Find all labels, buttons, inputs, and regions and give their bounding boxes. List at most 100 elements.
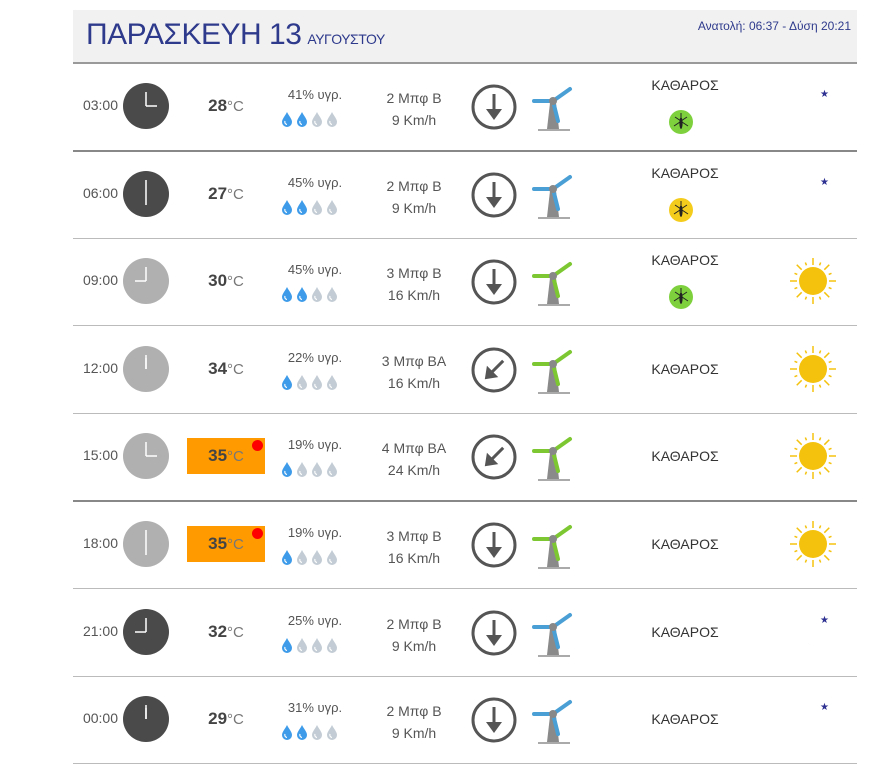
time-label: 18:00 bbox=[82, 535, 118, 551]
wind-beaufort: 3 Μπφ Β bbox=[386, 528, 442, 544]
wind-beaufort: 3 Μπφ Β bbox=[386, 265, 442, 282]
wind-turbine-icon bbox=[530, 256, 576, 313]
humidity-label: 41% υγρ. bbox=[287, 87, 343, 102]
forecast-row: 18:00 35°C 19% υγρ. 3 Μπφ Β 16 Km/h ΚΑΘΑΡΟΣ bbox=[73, 501, 857, 589]
drop-icon bbox=[281, 287, 293, 307]
drop-icon bbox=[326, 112, 338, 132]
clock-icon bbox=[123, 170, 169, 222]
clock-icon bbox=[123, 258, 169, 309]
wind-info: 3 Μπφ Β 16 Km/h bbox=[369, 525, 459, 569]
humidity-label: 25% υγρ. bbox=[287, 612, 343, 628]
temperature: 35°C bbox=[187, 438, 265, 475]
wind-speed: 9 Km/h bbox=[391, 112, 437, 128]
temperature: 29°C bbox=[187, 701, 265, 737]
drop-icon bbox=[311, 550, 323, 570]
drop-icon bbox=[296, 199, 308, 220]
heat-alert-icon bbox=[252, 440, 263, 452]
humidity-drops bbox=[281, 112, 338, 132]
temperature-value: 27 bbox=[208, 183, 228, 203]
wind-turbine-icon bbox=[530, 519, 576, 576]
humidity-drops bbox=[281, 462, 338, 482]
temperature-unit: °C bbox=[227, 273, 244, 291]
wind-speed: 9 Km/h bbox=[391, 637, 437, 654]
temperature-value: 35 bbox=[208, 534, 228, 553]
sun-icon bbox=[790, 258, 836, 309]
drop-icon bbox=[296, 637, 308, 658]
sunrise-sunset: Ανατολή: 06:37 - Δύση 20:21 bbox=[697, 19, 851, 33]
day-header: ΠΑΡΑΣΚΕΥΗ 13 ΑΥΓΟΥΣΤΟΥ Ανατολή: 06:37 - Δ… bbox=[73, 10, 857, 64]
humidity-drops bbox=[281, 287, 338, 307]
wind-beaufort: 2 Μπφ Β bbox=[386, 615, 442, 632]
clock-icon bbox=[123, 83, 169, 134]
wind-speed: 24 Km/h bbox=[387, 462, 441, 479]
condition-label: ΚΑΘΑΡΟΣ bbox=[651, 711, 719, 728]
temperature-value: 29 bbox=[208, 709, 228, 729]
drop-icon bbox=[311, 112, 323, 132]
drop-icon bbox=[326, 725, 338, 745]
wind-direction-arrow-icon bbox=[471, 347, 517, 398]
wind-turbine-icon bbox=[530, 694, 576, 751]
clock-icon bbox=[123, 345, 169, 397]
clock-icon bbox=[123, 696, 169, 747]
temperature-value: 30 bbox=[208, 271, 228, 291]
temperature-value: 28 bbox=[208, 96, 228, 115]
drop-icon bbox=[281, 725, 293, 745]
wind-beaufort: 4 Μπφ ΒΑ bbox=[381, 440, 447, 457]
wind-info: 2 Μπφ Β 9 Km/h bbox=[369, 700, 459, 744]
condition-label: ΚΑΘΑΡΟΣ bbox=[651, 536, 719, 552]
wind-turbine-icon bbox=[530, 169, 576, 226]
drop-icon bbox=[296, 112, 308, 132]
wind-direction-arrow-icon bbox=[471, 610, 517, 661]
wind-turbine-icon bbox=[530, 431, 576, 488]
temperature: 27°C bbox=[187, 176, 265, 212]
svg-text:★: ★ bbox=[820, 702, 829, 713]
temperature: 30°C bbox=[187, 263, 265, 299]
temperature-unit: °C bbox=[227, 711, 244, 729]
time-label: 12:00 bbox=[82, 359, 118, 376]
temperature: 28°C bbox=[187, 88, 265, 124]
wind-speed: 9 Km/h bbox=[391, 199, 437, 216]
humidity-label: 19% υγρ. bbox=[287, 525, 343, 540]
humidity-label: 45% υγρ. bbox=[287, 174, 343, 190]
moon-icon: ★ bbox=[790, 171, 836, 222]
svg-text:★: ★ bbox=[820, 615, 829, 626]
humidity-label: 19% υγρ. bbox=[287, 437, 343, 453]
forecast-row: 06:00 27°C 45% υγρ. 2 Μπφ Β 9 Km/h ΚΑΘΑΡΟΣ ★ bbox=[73, 151, 857, 239]
mosquito-icon bbox=[669, 197, 693, 227]
wind-beaufort: 2 Μπφ Β bbox=[386, 177, 442, 194]
sun-icon bbox=[790, 433, 836, 484]
humidity-drops bbox=[281, 725, 338, 745]
clock-icon bbox=[123, 521, 169, 572]
moon-icon: ★ bbox=[790, 83, 836, 134]
drop-icon bbox=[296, 374, 308, 395]
drop-icon bbox=[281, 637, 293, 658]
wind-direction-arrow-icon bbox=[471, 434, 517, 485]
day-title: ΠΑΡΑΣΚΕΥΗ 13 ΑΥΓΟΥΣΤΟΥ bbox=[86, 18, 385, 52]
heat-alert-icon bbox=[252, 528, 263, 539]
month-name: ΑΥΓΟΥΣΤΟΥ bbox=[307, 31, 385, 47]
humidity-label: 22% υγρ. bbox=[287, 349, 343, 365]
drop-icon bbox=[326, 637, 338, 658]
drop-icon bbox=[281, 462, 293, 482]
drop-icon bbox=[311, 637, 323, 658]
wind-info: 3 Μπφ ΒΑ 16 Km/h bbox=[369, 350, 459, 394]
humidity-drops bbox=[281, 637, 338, 658]
temperature-unit: °C bbox=[227, 98, 244, 115]
humidity-drops bbox=[281, 199, 338, 220]
condition-label: ΚΑΘΑΡΟΣ bbox=[651, 623, 719, 640]
drop-icon bbox=[311, 374, 323, 395]
wind-info: 2 Μπφ Β 9 Km/h bbox=[369, 87, 459, 131]
drop-icon bbox=[281, 550, 293, 570]
wind-info: 3 Μπφ Β 16 Km/h bbox=[369, 262, 459, 306]
drop-icon bbox=[311, 287, 323, 307]
drop-icon bbox=[281, 112, 293, 132]
wind-turbine-icon bbox=[530, 607, 576, 664]
time-label: 15:00 bbox=[82, 447, 118, 464]
wind-direction-arrow-icon bbox=[471, 522, 517, 573]
wind-direction-arrow-icon bbox=[471, 84, 517, 135]
drop-icon bbox=[296, 287, 308, 307]
wind-info: 2 Μπφ Β 9 Km/h bbox=[369, 613, 459, 657]
sun-icon bbox=[790, 521, 836, 572]
temperature-unit: °C bbox=[227, 536, 244, 553]
forecast-row: 15:00 35°C 19% υγρ. 4 Μπφ ΒΑ 24 Km/h ΚΑΘΑΡΟΣ bbox=[73, 413, 857, 503]
